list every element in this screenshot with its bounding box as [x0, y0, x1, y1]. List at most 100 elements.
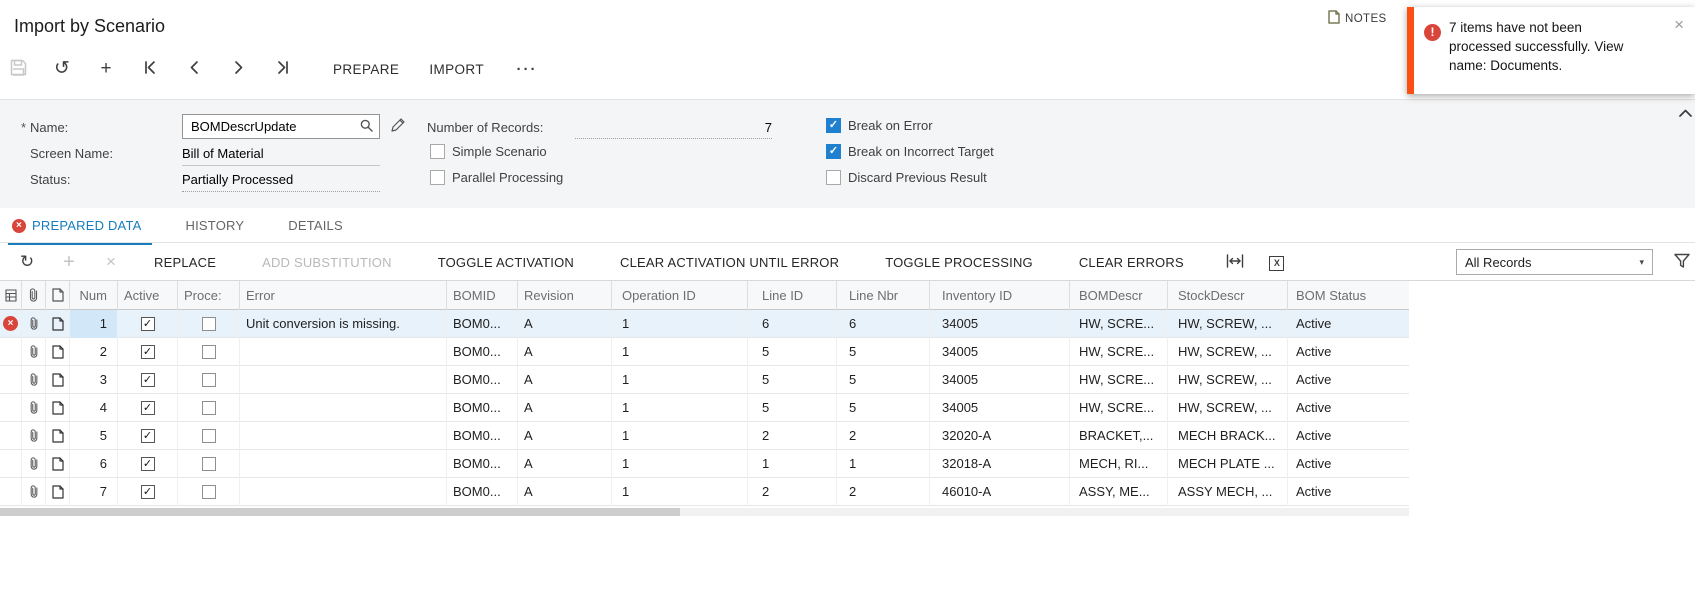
- cell-revision[interactable]: A: [518, 421, 612, 450]
- row-note-icon[interactable]: [46, 309, 70, 338]
- edit-pencil-icon[interactable]: [390, 117, 406, 136]
- active-checkbox[interactable]: [140, 456, 155, 471]
- row-settings-icon[interactable]: [0, 280, 22, 310]
- cell-line-id[interactable]: 6: [748, 309, 837, 338]
- cell-bomdescr[interactable]: MECH, RI...: [1070, 449, 1168, 478]
- row-note-icon[interactable]: [46, 421, 70, 450]
- cell-revision[interactable]: A: [518, 309, 612, 338]
- cell-line-id[interactable]: 1: [748, 449, 837, 478]
- cell-error[interactable]: [240, 449, 447, 478]
- cell-operation-id[interactable]: 1: [612, 337, 748, 366]
- cell-num[interactable]: 2: [70, 337, 118, 366]
- go-previous-icon[interactable]: [172, 60, 216, 78]
- name-input[interactable]: BOMDescrUpdate: [182, 114, 380, 139]
- tab-history[interactable]: HISTORY: [182, 215, 255, 245]
- cell-num[interactable]: 4: [70, 393, 118, 422]
- active-checkbox[interactable]: [140, 372, 155, 387]
- fit-column-width-icon[interactable]: [1214, 253, 1256, 271]
- row-attachment-icon[interactable]: [22, 337, 46, 366]
- prepare-button[interactable]: PREPARE: [333, 61, 400, 77]
- toast-close-icon[interactable]: ×: [1674, 15, 1684, 34]
- table-row[interactable]: × 4 BOM0... A 1 5 5 34005 HW, SCRE... HW…: [0, 393, 1409, 422]
- cell-line-nbr[interactable]: 6: [837, 309, 930, 338]
- cell-error[interactable]: [240, 393, 447, 422]
- delete-row-icon[interactable]: ×: [106, 252, 116, 271]
- cell-bom-status[interactable]: Active: [1296, 343, 1332, 359]
- cell-bomdescr[interactable]: HW, SCRE...: [1070, 337, 1168, 366]
- cell-line-nbr[interactable]: 5: [837, 393, 930, 422]
- break-on-incorrect-target-checkbox[interactable]: Break on Incorrect Target: [826, 144, 994, 159]
- row-attachment-icon[interactable]: [22, 477, 46, 506]
- column-header-bomid[interactable]: BOMID: [447, 280, 518, 310]
- search-icon[interactable]: [360, 119, 373, 135]
- attachments-column-icon[interactable]: [22, 280, 46, 310]
- active-checkbox[interactable]: [140, 428, 155, 443]
- tab-details[interactable]: DETAILS: [284, 215, 353, 245]
- cell-stockdescr[interactable]: MECH BRACK...: [1168, 421, 1288, 450]
- cell-error[interactable]: [240, 337, 447, 366]
- more-actions-icon[interactable]: ···: [516, 60, 538, 78]
- parallel-processing-checkbox[interactable]: Parallel Processing: [430, 170, 563, 185]
- column-header-error[interactable]: Error: [240, 280, 447, 310]
- table-row[interactable]: × 7 BOM0... A 1 2 2 46010-A ASSY, ME... …: [0, 477, 1409, 506]
- table-row[interactable]: × 5 BOM0... A 1 2 2 32020-A BRACKET,... …: [0, 421, 1409, 450]
- cell-bomdescr[interactable]: HW, SCRE...: [1070, 309, 1168, 338]
- cell-revision[interactable]: A: [518, 337, 612, 366]
- column-header-stockdescr[interactable]: StockDescr: [1168, 280, 1288, 310]
- table-row[interactable]: × 2 BOM0... A 1 5 5 34005 HW, SCRE... HW…: [0, 337, 1409, 366]
- cell-bom-status[interactable]: Active: [1296, 455, 1332, 471]
- tab-prepared-data[interactable]: × PREPARED DATA: [8, 215, 152, 245]
- cell-bomid[interactable]: BOM0...: [447, 393, 518, 422]
- column-header-bom-status[interactable]: BOM Status: [1296, 287, 1367, 303]
- import-button[interactable]: IMPORT: [429, 61, 484, 77]
- cell-line-id[interactable]: 5: [748, 337, 837, 366]
- cell-error[interactable]: [240, 365, 447, 394]
- break-on-error-checkbox[interactable]: Break on Error: [826, 118, 933, 133]
- cell-bomid[interactable]: BOM0...: [447, 337, 518, 366]
- column-header-bomdescr[interactable]: BOMDescr: [1070, 280, 1168, 310]
- cell-bomid[interactable]: BOM0...: [447, 309, 518, 338]
- row-note-icon[interactable]: [46, 393, 70, 422]
- cell-bomid[interactable]: BOM0...: [447, 449, 518, 478]
- active-checkbox[interactable]: [140, 344, 155, 359]
- cell-num[interactable]: 5: [70, 421, 118, 450]
- cell-line-id[interactable]: 2: [748, 477, 837, 506]
- processed-checkbox[interactable]: [201, 484, 216, 499]
- cell-revision[interactable]: A: [518, 365, 612, 394]
- cell-operation-id[interactable]: 1: [612, 309, 748, 338]
- cell-bomdescr[interactable]: ASSY, ME...: [1070, 477, 1168, 506]
- cell-operation-id[interactable]: 1: [612, 421, 748, 450]
- cell-num[interactable]: 1: [70, 309, 118, 338]
- cell-inventory-id[interactable]: 34005: [930, 393, 1070, 422]
- clear-errors-button[interactable]: CLEAR ERRORS: [1078, 254, 1184, 270]
- cell-operation-id[interactable]: 1: [612, 365, 748, 394]
- notes-column-icon[interactable]: [46, 280, 70, 310]
- go-last-icon[interactable]: [260, 60, 304, 78]
- row-note-icon[interactable]: [46, 477, 70, 506]
- export-excel-icon[interactable]: X: [1256, 254, 1298, 271]
- cell-stockdescr[interactable]: HW, SCREW, ...: [1168, 309, 1288, 338]
- save-icon[interactable]: [0, 59, 40, 79]
- checkbox-checked-icon[interactable]: [826, 144, 841, 159]
- add-record-icon[interactable]: +: [100, 58, 112, 79]
- table-row[interactable]: × 3 BOM0... A 1 5 5 34005 HW, SCRE... HW…: [0, 365, 1409, 394]
- active-checkbox[interactable]: [140, 484, 155, 499]
- cell-line-id[interactable]: 2: [748, 421, 837, 450]
- cell-error[interactable]: Unit conversion is missing.: [240, 309, 447, 338]
- cell-line-nbr[interactable]: 5: [837, 337, 930, 366]
- active-checkbox[interactable]: [140, 316, 155, 331]
- processed-checkbox[interactable]: [201, 372, 216, 387]
- column-header-inventory-id[interactable]: Inventory ID: [930, 280, 1070, 310]
- add-substitution-button[interactable]: ADD SUBSTITUTION: [262, 254, 392, 270]
- cell-bomdescr[interactable]: HW, SCRE...: [1070, 365, 1168, 394]
- column-header-line-nbr[interactable]: Line Nbr: [837, 280, 930, 310]
- toggle-processing-button[interactable]: TOGGLE PROCESSING: [885, 254, 1033, 270]
- simple-scenario-checkbox[interactable]: Simple Scenario: [430, 144, 547, 159]
- column-header-revision[interactable]: Revision: [518, 280, 612, 310]
- cell-bom-status[interactable]: Active: [1296, 315, 1332, 331]
- cell-inventory-id[interactable]: 34005: [930, 309, 1070, 338]
- go-next-icon[interactable]: [216, 60, 260, 78]
- notes-button[interactable]: NOTES: [1328, 10, 1387, 27]
- toggle-activation-button[interactable]: TOGGLE ACTIVATION: [437, 254, 575, 270]
- cell-stockdescr[interactable]: MECH PLATE ...: [1168, 449, 1288, 478]
